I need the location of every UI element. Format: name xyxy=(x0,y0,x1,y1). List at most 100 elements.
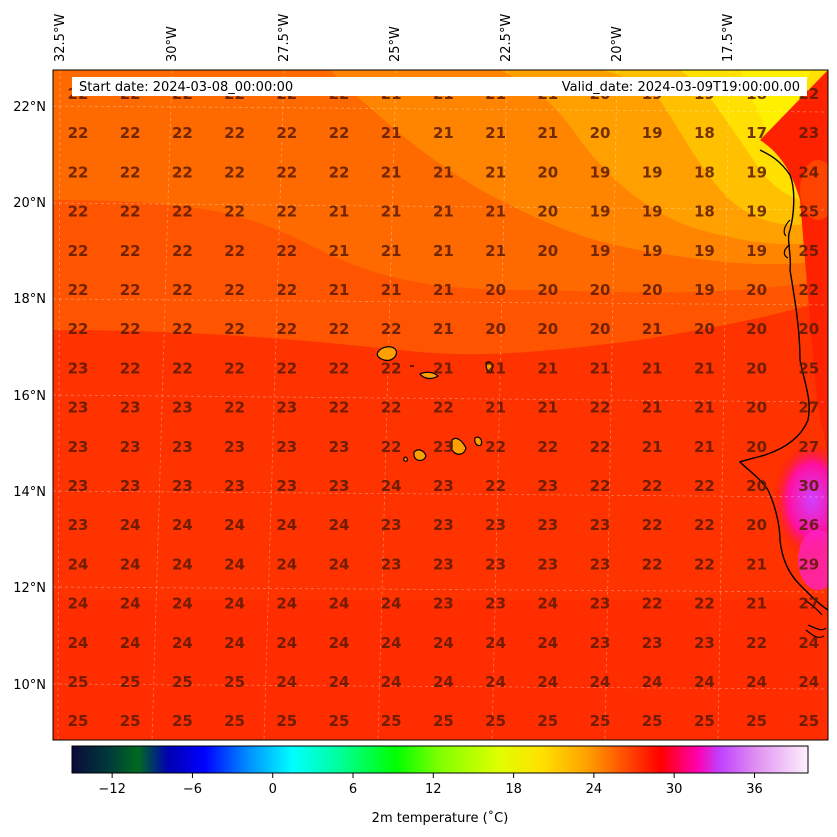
grid-value: 22 xyxy=(224,359,245,377)
cape-verde-islands xyxy=(376,346,494,462)
grid-value: 24 xyxy=(224,634,245,652)
grid-value: 23 xyxy=(590,516,611,534)
grid-value: 22 xyxy=(120,281,141,299)
grid-value: 22 xyxy=(537,438,558,456)
grid-value: 25 xyxy=(798,359,819,377)
grid-value: 23 xyxy=(433,555,454,573)
grid-value: 20 xyxy=(485,281,506,299)
grid-value: 24 xyxy=(485,634,506,652)
grid-value: 23 xyxy=(590,634,611,652)
grid-value: 23 xyxy=(537,477,558,495)
grid-value: 24 xyxy=(120,555,141,573)
grid-value: 22 xyxy=(68,320,89,338)
grid-value: 25 xyxy=(276,712,297,730)
grid-value: 20 xyxy=(642,281,663,299)
grid-value: 22 xyxy=(433,399,454,417)
grid-value: 22 xyxy=(224,242,245,260)
grid-value: 21 xyxy=(642,320,663,338)
grid-value: 27 xyxy=(798,399,819,417)
grid-value: 25 xyxy=(381,712,402,730)
grid-value: 24 xyxy=(172,555,193,573)
grid-value: 21 xyxy=(485,124,506,142)
latitude-label: 14°N xyxy=(13,485,46,500)
grid-value: 21 xyxy=(590,359,611,377)
grid-value: 23 xyxy=(329,477,350,495)
grid-value: 20 xyxy=(798,320,819,338)
grid-value: 25 xyxy=(120,712,141,730)
grid-value: 22 xyxy=(120,203,141,221)
latitude-labels: 22°N 20°N 18°N 16°N 14°N 12°N 10°N xyxy=(13,100,46,693)
grid-value: 24 xyxy=(590,673,611,691)
grid-value: 22 xyxy=(172,281,193,299)
grid-value: 23 xyxy=(276,399,297,417)
grid-value: 22 xyxy=(694,516,715,534)
grid-value: 22 xyxy=(642,595,663,613)
colorbar-tick-label: 12 xyxy=(425,782,442,797)
grid-value: 21 xyxy=(433,163,454,181)
longitude-label: 30°W xyxy=(165,26,180,62)
grid-value: 30 xyxy=(798,477,819,495)
map-frame xyxy=(52,69,829,741)
grid-value: 20 xyxy=(746,320,767,338)
grid-value: 24 xyxy=(381,634,402,652)
grid-value: 24 xyxy=(120,516,141,534)
info-banner xyxy=(72,77,807,96)
colorbar xyxy=(71,745,809,774)
grid-value: 23 xyxy=(485,516,506,534)
latitude-label: 12°N xyxy=(13,581,46,596)
grid-value: 19 xyxy=(694,242,715,260)
grid-value: 22 xyxy=(590,477,611,495)
grid-value: 23 xyxy=(68,359,89,377)
grid-value: 22 xyxy=(120,163,141,181)
grid-value: 21 xyxy=(694,359,715,377)
colorbar-tick-label: 6 xyxy=(349,782,357,797)
grid-value: 22 xyxy=(172,359,193,377)
grid-value: 24 xyxy=(276,673,297,691)
grid-value: 23 xyxy=(329,438,350,456)
grid-value: 24 xyxy=(120,595,141,613)
grid-value: 24 xyxy=(329,634,350,652)
grid-value: 24 xyxy=(798,673,819,691)
grid-value: 23 xyxy=(68,516,89,534)
grid-value: 23 xyxy=(381,516,402,534)
grid-value: 25 xyxy=(329,712,350,730)
grid-value: 24 xyxy=(276,595,297,613)
colorbar-tick-label: −6 xyxy=(183,782,202,797)
grid-value: 23 xyxy=(276,477,297,495)
grid-value: 24 xyxy=(172,634,193,652)
grid-value: 19 xyxy=(590,242,611,260)
grid-value: 23 xyxy=(537,516,558,534)
grid-value: 22 xyxy=(276,320,297,338)
grid-value: 25 xyxy=(537,712,558,730)
grid-value: 27 xyxy=(798,595,819,613)
grid-value: 19 xyxy=(746,242,767,260)
grid-value: 22 xyxy=(172,163,193,181)
grid-value: 22 xyxy=(120,359,141,377)
grid-value: 22 xyxy=(694,555,715,573)
grid-value: 21 xyxy=(746,595,767,613)
grid-value: 23 xyxy=(433,595,454,613)
grid-value: 25 xyxy=(798,242,819,260)
grid-value: 22 xyxy=(485,477,506,495)
grid-value: 23 xyxy=(590,555,611,573)
longitude-label: 25°W xyxy=(388,26,403,62)
grid-value: 22 xyxy=(329,163,350,181)
grid-value: 24 xyxy=(537,673,558,691)
grid-value: 21 xyxy=(694,438,715,456)
grid-value: 21 xyxy=(485,242,506,260)
grid-value: 24 xyxy=(68,634,89,652)
grid-value: 24 xyxy=(276,634,297,652)
grid-value: 24 xyxy=(329,595,350,613)
grid-value: 25 xyxy=(224,712,245,730)
latitude-label: 10°N xyxy=(13,678,46,693)
colorbar-tick-label: 18 xyxy=(505,782,522,797)
grid-value: 24 xyxy=(276,516,297,534)
grid-value: 22 xyxy=(120,320,141,338)
grid-value: 22 xyxy=(590,438,611,456)
grid-value: 20 xyxy=(746,477,767,495)
grid-value: 24 xyxy=(329,516,350,534)
grid-value: 18 xyxy=(694,163,715,181)
grid-value: 24 xyxy=(172,595,193,613)
grid-value: 25 xyxy=(68,673,89,691)
grid-value: 20 xyxy=(746,438,767,456)
